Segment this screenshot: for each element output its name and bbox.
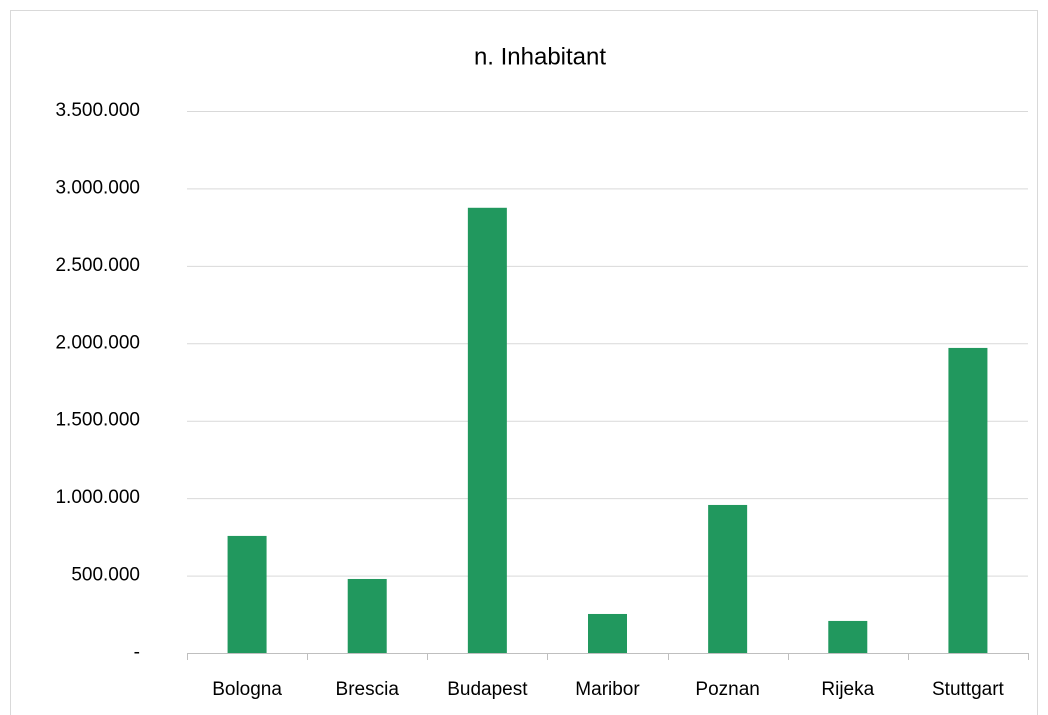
bar [588,613,627,653]
chart-title: n. Inhabitant [474,43,606,70]
x-tick-label: Rijeka [821,679,874,700]
x-tick-label: Bologna [212,679,282,700]
bar [467,207,507,654]
chart-frame [10,10,1038,715]
y-tick-label: 3.000.000 [55,177,140,198]
y-tick-label: 500.000 [71,565,140,586]
y-tick-label: 2.000.000 [55,332,140,353]
y-tick-label: - [134,642,140,663]
x-tick-label: Poznan [695,679,759,700]
y-tick-label: 3.500.000 [55,100,140,121]
x-tick-label: Budapest [447,679,528,700]
bar [347,578,387,653]
bar [708,504,748,653]
bar [227,535,267,653]
bar [828,620,868,653]
y-tick-label: 1.500.000 [55,410,140,431]
x-tick-label: Maribor [575,679,640,700]
y-tick-label: 1.000.000 [55,487,140,508]
x-tick-label: Stuttgart [932,679,1005,700]
x-tick-label: Brescia [336,679,400,700]
y-tick-label: 2.500.000 [55,255,140,276]
bar [948,347,988,653]
